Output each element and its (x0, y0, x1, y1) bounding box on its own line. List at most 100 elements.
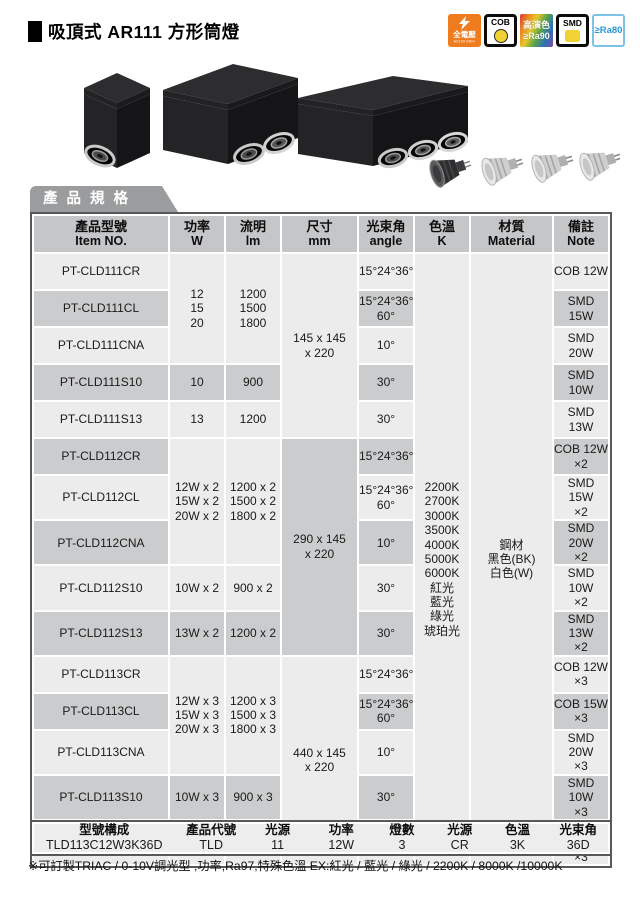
angle-cell: 10° (359, 328, 413, 363)
angle-cell: 10° (359, 521, 413, 565)
spec-row: PT-CLD112CL 15°24°36° 60° SMD 15W ×2 (34, 476, 608, 520)
spec-row: PT-CLD111CL 15°24°36° 60° SMD 15W (34, 291, 608, 326)
col-header-angle: 光束角 angle (359, 216, 413, 252)
item-no-cell: PT-CLD112CNA (34, 521, 168, 565)
lumen-cell: 1200 x 2 1500 x 2 1800 x 2 (226, 439, 280, 565)
lumen-cell: 900 x 3 (226, 775, 280, 820)
item-no-cell: PT-CLD111CL (34, 291, 168, 326)
note-cell: SMD 20W ×3 (554, 730, 608, 774)
model-code-col: 色溫 3K (489, 823, 547, 853)
angle-cell: 15°24°36° (359, 254, 413, 289)
section-tab-label: 產品規格 (43, 191, 137, 207)
power-cell: 12W x 2 15W x 2 20W x 2 (170, 439, 224, 565)
spec-table-wrap: 產品型號 Item NO. 功率 W 流明 lm 尺寸 mm 光束角 angle 色溫 K … (30, 212, 612, 869)
spec-row: PT-CLD111CNA 10° SMD 20W (34, 328, 608, 363)
model-code-col: 燈數 3 (373, 823, 431, 853)
angle-cell: 10° (359, 730, 413, 774)
spec-row: PT-CLD112S13 13W x 2 1200 x 2 30° SMD 13… (34, 611, 608, 655)
model-code-col: 產品代號 TLD (177, 823, 246, 853)
item-no-cell: PT-CLD111S13 (34, 402, 168, 437)
model-code-col: 光源 11 (246, 823, 310, 853)
ra80-badge: ≥Ra80 (592, 14, 625, 47)
product-photo-lamps (579, 152, 620, 181)
item-no-cell: PT-CLD113CR (34, 656, 168, 692)
col-header-item: 產品型號 Item NO. (34, 216, 168, 252)
high-cri-line2: ≥Ra90 (523, 30, 550, 41)
lightning-icon (459, 16, 470, 30)
product-photo-double-head (163, 64, 298, 165)
model-code-value: 3K (509, 838, 526, 852)
high-cri-badge: 高演色 ≥Ra90 (520, 14, 553, 47)
angle-cell: 15°24°36° 60° (359, 476, 413, 520)
col-header-size: 尺寸 mm (282, 216, 357, 252)
product-photo-lamps (531, 154, 574, 183)
note-cell: COB 15W ×3 (554, 693, 608, 729)
product-photos (84, 64, 620, 188)
note-cell: SMD 10W ×2 (554, 566, 608, 610)
item-no-cell: PT-CLD111S10 (34, 365, 168, 400)
angle-cell: 30° (359, 365, 413, 400)
high-cri-line1: 高演色 (522, 19, 550, 30)
col-header-cct: 色溫 K (415, 216, 469, 252)
angle-cell: 15°24°36° 60° (359, 693, 413, 729)
col-header-note: 備註 Note (554, 216, 608, 252)
item-no-cell: PT-CLD112S13 (34, 611, 168, 655)
model-code-header: 功率 (328, 823, 354, 837)
product-photo-triple-head (298, 76, 469, 169)
spec-table: 產品型號 Item NO. 功率 W 流明 lm 尺寸 mm 光束角 angle 色溫 K … (30, 212, 612, 869)
product-photo-lamps (481, 157, 524, 186)
lumen-cell: 1200 1500 1800 (226, 254, 280, 363)
item-no-cell: PT-CLD112CR (34, 439, 168, 474)
power-cell: 13 (170, 402, 224, 437)
model-code-col: 型號構成 TLD113C12W3K36D (32, 823, 177, 853)
page-title: 吸頂式 AR111 方形筒燈 (48, 22, 240, 42)
angle-cell: 30° (359, 566, 413, 610)
spec-row: PT-CLD111CR 12 15 20 1200 1500 1800 145 … (34, 254, 608, 865)
spec-row: PT-CLD112S10 10W x 2 900 x 2 30° SMD 10W… (34, 566, 608, 610)
full-voltage-label: 全電壓 (453, 30, 476, 39)
cct-cell: 2200K 2700K 3000K 3500K 4000K 5000K 6000… (415, 254, 469, 865)
section-tab-product-spec: 產品規格 (30, 186, 178, 212)
smd-chip-icon (565, 29, 580, 42)
angle-cell: 30° (359, 611, 413, 655)
model-code-header: 光源 (265, 823, 291, 837)
model-code-header: 色溫 (505, 823, 531, 837)
lumen-cell: 900 (226, 365, 280, 400)
power-cell: 13W x 2 (170, 611, 224, 655)
spec-row: PT-CLD113CNA 10° SMD 20W ×3 (34, 730, 608, 774)
size-cell: 290 x 145 x 220 (282, 439, 357, 655)
power-cell: 12 15 20 (170, 254, 224, 363)
model-code-table: 型號構成 TLD113C12W3K36D 產品代號 TLD 光源 11 功率 1… (30, 820, 612, 856)
size-cell: 145 x 145 x 220 (282, 254, 357, 437)
note-cell: SMD 13W (554, 402, 608, 437)
title-square-icon (28, 21, 42, 42)
smd-label: SMD (563, 18, 582, 29)
note-cell: SMD 20W ×2 (554, 521, 608, 565)
angle-cell: 15°24°36° (359, 656, 413, 692)
model-code-header: 型號構成 (79, 823, 130, 837)
note-cell: COB 12W ×2 (554, 439, 608, 474)
spec-row: PT-CLD111S10 10 900 30° SMD 10W (34, 365, 608, 400)
page-header: 吸頂式 AR111 方形筒燈 (28, 19, 240, 44)
model-code-value: 3 (398, 838, 406, 852)
model-code-col: 光束角 36D (546, 823, 610, 853)
spec-row: PT-CLD113CL 15°24°36° 60° COB 15W ×3 (34, 693, 608, 729)
full-voltage-badge: 全電壓 AC100-240V (448, 14, 481, 47)
col-header-material: 材質 Material (471, 216, 552, 252)
product-photo-lamps (429, 159, 472, 188)
angle-cell: 30° (359, 775, 413, 820)
spec-row: PT-CLD112CR 12W x 2 15W x 2 20W x 2 1200… (34, 439, 608, 655)
model-code-col: 光源 CR (431, 823, 489, 853)
note-cell: SMD 10W (554, 365, 608, 400)
item-no-cell: PT-CLD113S10 (34, 775, 168, 820)
item-no-cell: PT-CLD112S10 (34, 566, 168, 610)
model-code-value: TLD (199, 838, 223, 852)
certification-badges: 全電壓 AC100-240V COB 高演色 ≥Ra90 SMD ≥Ra80 (448, 14, 625, 47)
note-cell: SMD 20W (554, 328, 608, 363)
model-code-value: CR (450, 838, 469, 852)
model-code-header: 光源 (447, 823, 473, 837)
material-cell: 鋼材 黑色(BK) 白色(W) (471, 254, 552, 865)
note-cell: SMD 15W (554, 291, 608, 326)
model-code-value: 12W (328, 838, 355, 852)
spec-row: PT-CLD113S10 10W x 3 900 x 3 30° SMD 10W… (34, 775, 608, 820)
